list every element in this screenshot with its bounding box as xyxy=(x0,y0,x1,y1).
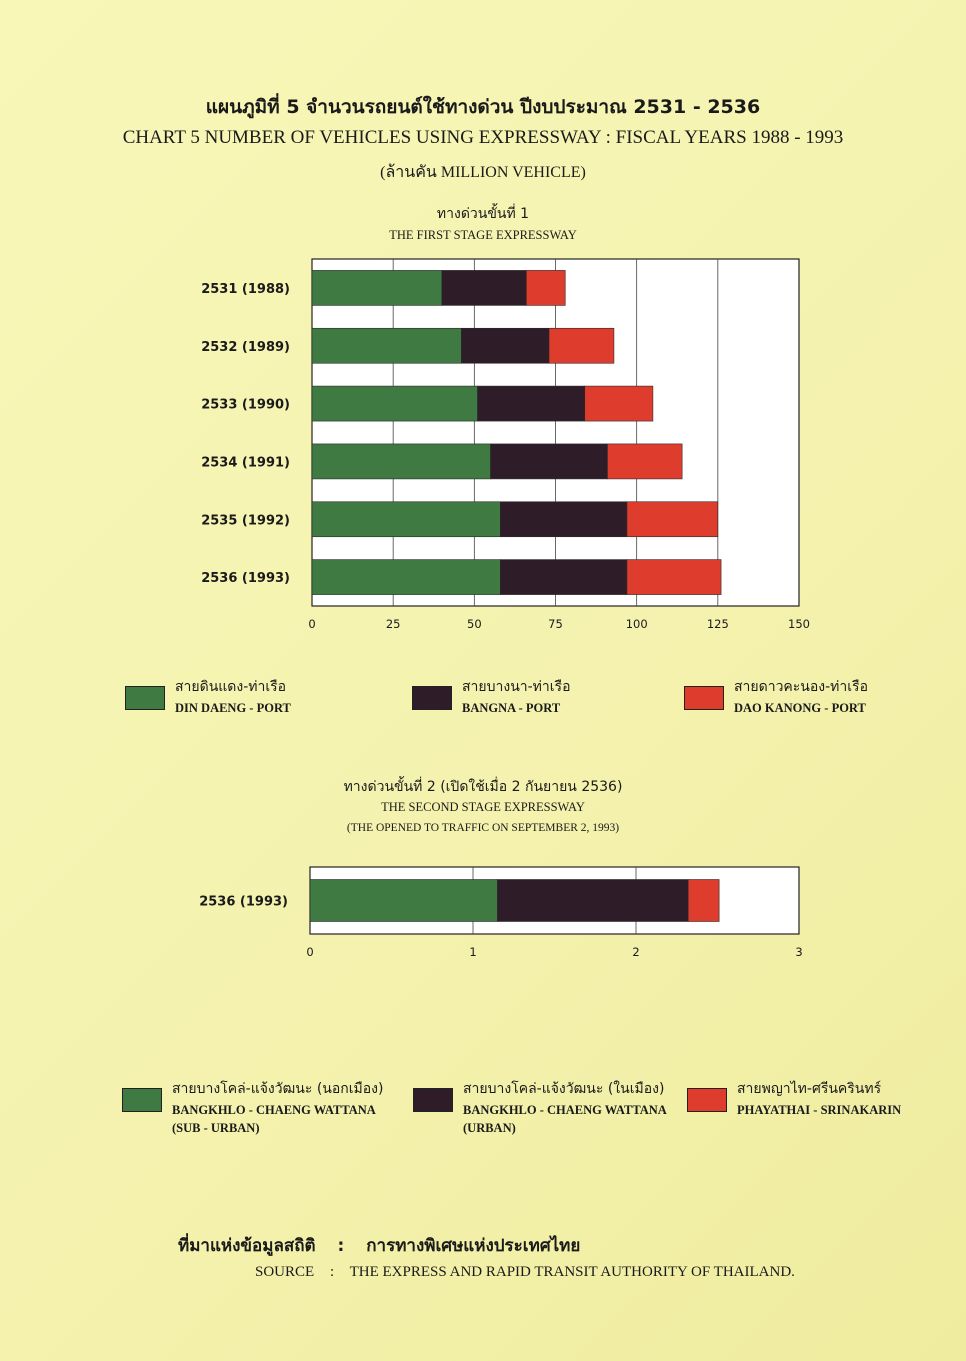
category-label: 2532 (1989) xyxy=(201,340,290,355)
x-tick-label: 3 xyxy=(795,945,802,959)
x-tick-label: 75 xyxy=(548,617,563,630)
x-tick-label: 0 xyxy=(308,617,315,630)
bar-segment xyxy=(311,443,491,480)
legend-label-english: PHAYATHAI - SRINAKARIN xyxy=(737,1103,902,1117)
category-label: 2535 (1992) xyxy=(201,513,290,528)
legend-swatch xyxy=(684,686,724,710)
legend-item: สายดาวคะนอง-ท่าเรือ DAO KANONG - PORT xyxy=(684,676,868,716)
legend-item: สายบางนา-ท่าเรือ BANGNA - PORT xyxy=(412,676,570,716)
bar-segment xyxy=(461,327,550,364)
chart1-plot: 2531 (1988) 2532 (1989) 2533 (1990) 2534 (1… xyxy=(201,258,810,630)
bar-segment xyxy=(311,270,443,306)
chart2-title-thai: ทางด่วนขั้นที่ 2 (เปิดใช้เมื่อ 2 กันยายน… xyxy=(343,779,623,795)
bar-segment xyxy=(441,270,527,306)
x-tick-label: 1 xyxy=(469,945,476,959)
x-tick-label: 2 xyxy=(632,945,639,959)
x-tick-label: 0 xyxy=(306,945,313,959)
legend-item: สายดินแดง-ท่าเรือ DIN DAENG - PORT xyxy=(125,676,291,716)
x-tick-label: 150 xyxy=(788,617,810,630)
source-eng-text: THE EXPRESS AND RAPID TRANSIT AUTHORITY … xyxy=(349,1264,795,1280)
legend-text: สายบางโคล่-แจ้งวัฒนะ (นอกเมือง) BANGKHLO … xyxy=(172,1078,383,1136)
legend-label-english: BANGKHLO - CHAENG WATTANA xyxy=(172,1103,376,1117)
legend-text: สายพญาไท-ศรีนครินทร์ PHAYATHAI - SRINAKAR… xyxy=(737,1078,901,1118)
source-eng-label: SOURCE xyxy=(255,1264,315,1280)
chart-title-english: CHART 5 NUMBER OF VEHICLES USING EXPRESS… xyxy=(122,127,844,148)
bar-segment xyxy=(607,443,683,480)
legend-label-thai: สายบางโคล่-แจ้งวัฒนะ (นอกเมือง) xyxy=(172,1081,384,1097)
bar-segment xyxy=(687,879,720,922)
x-tick-label: 100 xyxy=(626,617,648,630)
legend-label-english: DAO KANONG - PORT xyxy=(734,701,866,715)
source-thai-label: ที่มาแห่งข้อมูลสถิติ xyxy=(178,1236,316,1256)
bar-segment xyxy=(626,501,719,538)
legend-swatch xyxy=(125,686,165,710)
chart2-title-english: THE SECOND STAGE EXPRESSWAY xyxy=(381,800,585,814)
legend-swatch xyxy=(412,686,452,710)
bar-segment xyxy=(311,327,462,364)
bar-segment xyxy=(311,559,501,595)
unit-label: (ล้านคัน MILLION VEHICLE) xyxy=(380,164,586,181)
legend-swatch xyxy=(687,1088,727,1112)
bar-segment xyxy=(500,501,628,538)
legend-label-thai: สายบางโคล่-แจ้งวัฒนะ (ในเมือง) xyxy=(463,1081,665,1097)
bar-segment xyxy=(548,327,615,364)
legend-swatch xyxy=(122,1088,162,1112)
legend-text: สายบางโคล่-แจ้งวัฒนะ (ในเมือง) BANGKHLO -… xyxy=(463,1078,667,1136)
category-label: 2536 (1993) xyxy=(201,571,290,586)
legend-item: สายพญาไท-ศรีนครินทร์ PHAYATHAI - SRINAKAR… xyxy=(687,1078,901,1118)
legend-label-english: BANGNA - PORT xyxy=(462,701,561,715)
legend-text: สายบางนา-ท่าเรือ BANGNA - PORT xyxy=(462,676,570,716)
category-label: 2531 (1988) xyxy=(201,282,290,297)
legend-label-thai: สายดินแดง-ท่าเรือ xyxy=(175,679,287,695)
legend-label-thai: สายบางนา-ท่าเรือ xyxy=(462,679,571,695)
bar-segment xyxy=(490,443,608,480)
chart1-title-english: THE FIRST STAGE EXPRESSWAY xyxy=(389,228,577,242)
chart2-plot: 2536 (1993) 0 1 2 3 xyxy=(199,866,803,959)
source-thai-text: การทางพิเศษแห่งประเทศไทย xyxy=(366,1236,581,1256)
category-label: 2536 (1993) xyxy=(199,895,288,910)
x-tick-label: 50 xyxy=(467,617,482,630)
legend-swatch xyxy=(413,1088,453,1112)
legend-label-thai: สายดาวคะนอง-ท่าเรือ xyxy=(734,679,868,695)
category-label: 2534 (1991) xyxy=(201,455,290,470)
legend-item: สายบางโคล่-แจ้งวัฒนะ (นอกเมือง) BANGKHLO … xyxy=(122,1078,383,1136)
legend-item: สายบางโคล่-แจ้งวัฒนะ (ในเมือง) BANGKHLO -… xyxy=(413,1078,667,1136)
legend-text: สายดาวคะนอง-ท่าเรือ DAO KANONG - PORT xyxy=(734,676,868,716)
legend-label-thai: สายพญาไท-ศรีนครินทร์ xyxy=(737,1081,882,1097)
chart-title-thai: แผนภูมิที่ 5 จำนวนรถยนต์ใช้ทางด่วน ปีงบป… xyxy=(205,96,761,118)
category-label: 2533 (1990) xyxy=(201,398,290,413)
bar-segment xyxy=(309,879,498,922)
source-thai: ที่มาแห่งข้อมูลสถิติ : การทางพิเศษแห่งปร… xyxy=(178,1236,581,1256)
legend-label-english: DIN DAENG - PORT xyxy=(175,701,291,715)
legend-text: สายดินแดง-ท่าเรือ DIN DAENG - PORT xyxy=(175,676,291,716)
legend-label-english-2: (URBAN) xyxy=(463,1121,516,1135)
bar-segment xyxy=(497,879,689,922)
x-tick-label: 125 xyxy=(707,617,729,630)
bar-segment xyxy=(500,559,628,595)
bar-segment xyxy=(311,385,478,422)
bar-segment xyxy=(584,385,654,422)
bar-segment xyxy=(477,385,586,422)
chart1-title-thai: ทางด่วนขั้นที่ 1 xyxy=(436,206,530,222)
legend-label-english: BANGKHLO - CHAENG WATTANA xyxy=(463,1103,667,1117)
bar-segment xyxy=(311,501,501,538)
bar-segment xyxy=(626,559,722,595)
source-english: SOURCE : THE EXPRESS AND RAPID TRANSIT A… xyxy=(255,1264,795,1280)
legend-label-english-2: (SUB - URBAN) xyxy=(172,1121,260,1135)
x-tick-label: 25 xyxy=(386,617,401,630)
bar-segment xyxy=(525,270,566,306)
chart2-note-english: (THE OPENED TO TRAFFIC ON SEPTEMBER 2, 1… xyxy=(346,822,620,834)
